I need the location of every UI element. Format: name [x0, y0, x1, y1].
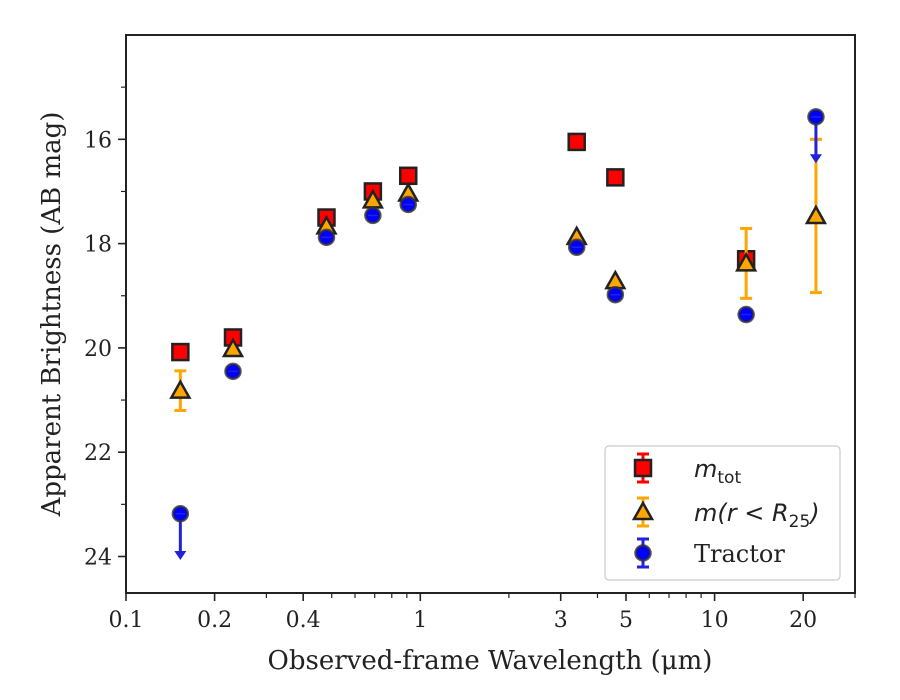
x-tick-label: 1	[413, 608, 427, 633]
legend-label: mtot	[694, 455, 741, 488]
triangle-point	[604, 269, 627, 290]
y-tick-label: 18	[84, 233, 112, 258]
legend-label: m(r < R25)	[694, 499, 820, 532]
triangle-point	[221, 337, 245, 358]
x-tick-label: 0.4	[286, 608, 321, 633]
x-tick-label: 20	[789, 608, 817, 633]
x-tick-label: 0.2	[197, 608, 232, 633]
square-point	[171, 342, 190, 362]
data-marks	[169, 108, 828, 561]
triangle-point	[169, 379, 192, 399]
triangle-point	[735, 251, 758, 272]
x-tick-label: 10	[701, 608, 729, 633]
y-tick-label: 20	[84, 337, 112, 362]
circle-limit-arrowhead	[174, 551, 187, 561]
legend-marker-circle	[634, 544, 652, 562]
legend-marker-triangle	[631, 500, 655, 521]
x-axis-label: Observed-frame Wavelength (μm)	[268, 646, 713, 676]
triangle-point	[804, 204, 828, 225]
axis-ticks: 0.1 0.2 0.4 1 3 5 10 20 16 18 20 22 24	[84, 86, 856, 633]
x-tick-label: 0.1	[109, 608, 144, 633]
circle-limit-arrowhead	[809, 154, 822, 164]
square-point	[606, 168, 625, 187]
legend-box	[604, 445, 841, 581]
x-tick-label: 5	[619, 608, 633, 633]
square-point	[398, 166, 418, 186]
y-axis-label: Apparent Brightness (AB mag)	[37, 112, 67, 518]
y-tick-label: 22	[84, 441, 112, 466]
y-tick-label: 16	[84, 128, 112, 153]
legend: mtot m(r < R25) Tractor	[604, 445, 841, 581]
square-point	[567, 132, 586, 152]
legend-marker-square	[633, 458, 653, 478]
legend-label: Tractor	[694, 540, 785, 568]
y-tick-label: 24	[84, 545, 112, 570]
x-tick-label: 3	[554, 608, 568, 633]
plot-frame	[125, 34, 856, 594]
